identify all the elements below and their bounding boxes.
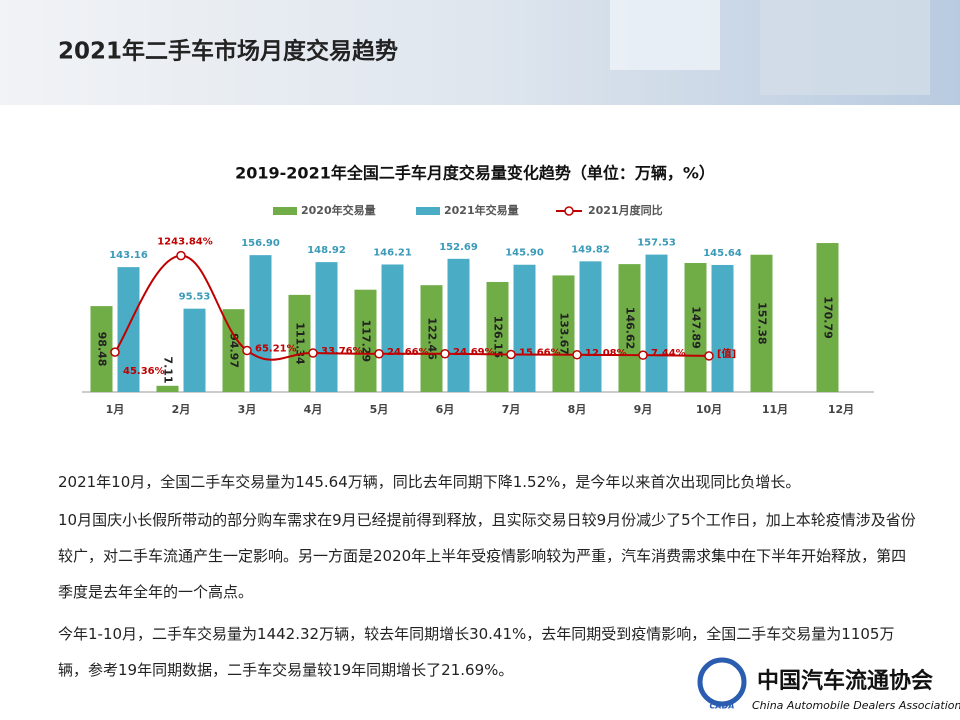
bar [222,309,245,392]
line-value-label: 7.44% [651,348,686,359]
bar [711,264,734,392]
paragraph: 2021年10月，全国二手车交易量为145.64万辆，同比去年同期下降1.52%… [58,473,801,491]
line-marker [308,348,318,358]
line [114,254,710,361]
bar-value-label: 146.62 [624,307,637,349]
bar [618,264,641,392]
legend-swatch [416,207,440,215]
legend-swatch [564,206,574,216]
bar-value-label: 170.79 [822,296,835,338]
page-title: 2021年二手车市场月度交易趋势 [58,38,398,65]
line-marker [176,250,186,261]
bar [816,243,839,392]
bar-value-label: 95.53 [179,292,211,303]
bar [552,275,575,392]
bar [183,308,206,392]
logo-english: China Automobile Dealers Association [752,699,960,712]
line-value-label: 1243.84% [157,237,213,248]
line-marker [440,349,450,359]
bar-value-label: 149.82 [571,244,610,255]
bar-value-label: 148.92 [307,245,346,256]
paragraph: 10月国庆小长假所带动的部分购车需求在9月已经提前得到释放，且实际交易日较9月份… [58,511,916,601]
bar-value-label: 145.64 [703,248,742,259]
x-tick-label: 10月 [696,403,722,416]
line-value-label: 24.66% [387,347,429,358]
bar-value-label: 157.53 [637,238,676,249]
bar-value-label: 145.90 [505,248,544,259]
bar [354,289,377,392]
bar [381,264,404,392]
logo-abbr: CADA [710,702,735,711]
header-decoration [610,0,720,70]
bar [249,255,272,392]
legend-label: 2021年交易量 [444,203,519,217]
bar-value-label: 133.67 [558,312,571,354]
bar [579,261,602,392]
bar-value-label: 94.97 [228,333,241,368]
x-tick-label: 4月 [304,403,323,416]
x-tick-label: 5月 [370,403,389,416]
x-tick-label: 2月 [172,403,191,416]
bar [288,294,311,392]
line-value-label: 33.76% [321,346,363,357]
bar [90,306,113,392]
logo-mark [697,657,747,707]
bar [156,385,179,392]
bar-value-label: 156.90 [241,238,280,249]
x-tick-label: 3月 [238,403,257,416]
chart-title: 2019-2021年全国二手车月度交易量变化趋势（单位：万辆，%） [235,164,715,183]
logo: CADA 中国汽车流通协会 China Automobile Dealers A… [697,657,960,712]
bar [750,254,773,392]
bar-value-label: 117.29 [360,320,373,362]
header-decoration [760,0,930,95]
line-marker [242,345,252,356]
x-tick-label: 8月 [568,403,587,416]
line-marker [110,347,120,357]
legend-label: 2021月度同比 [588,203,663,217]
bar-value-label: 126.15 [492,316,505,358]
bar-value-label: 122.46 [426,317,439,360]
bar [486,281,509,392]
line-value-label: 12.08% [585,348,627,359]
legend-label: 2020年交易量 [301,203,376,217]
bar [513,264,536,392]
line-value-label: 24.69% [453,347,495,358]
bar-value-label: 147.89 [690,306,703,348]
x-tick-label: 9月 [634,403,653,416]
line-marker [572,350,582,360]
bar [420,285,443,392]
logo-name: 中国汽车流通协会 [757,668,933,694]
paragraph: 今年1-10月，二手车交易量为1442.32万辆，较去年同期增长30.41%，去… [58,625,895,679]
bar-value-label: 98.48 [96,332,109,367]
line-marker [506,349,516,360]
bar-value-label: 143.16 [109,250,148,261]
bar-value-label: 7.11 [162,356,175,383]
line-value-label: 45.36% [123,366,165,377]
line-value-label: 65.21% [255,344,297,355]
line-marker [374,349,384,359]
bar [645,254,668,392]
bar-value-label: 152.69 [439,242,478,253]
line-value-label: [值] [717,347,736,360]
bar [447,258,470,392]
bar [684,263,707,392]
x-tick-label: 11月 [762,403,788,416]
bar [315,262,338,392]
bar [117,267,140,392]
legend-swatch [273,207,297,215]
x-tick-label: 7月 [502,403,521,416]
x-tick-label: 1月 [106,403,125,416]
x-tick-label: 12月 [828,403,854,416]
bar-value-label: 146.21 [373,247,412,258]
line-marker [638,350,648,360]
line-value-label: 15.66% [519,348,561,359]
x-tick-label: 6月 [436,403,455,416]
bar-value-label: 157.38 [756,302,769,344]
line-marker [704,351,714,361]
